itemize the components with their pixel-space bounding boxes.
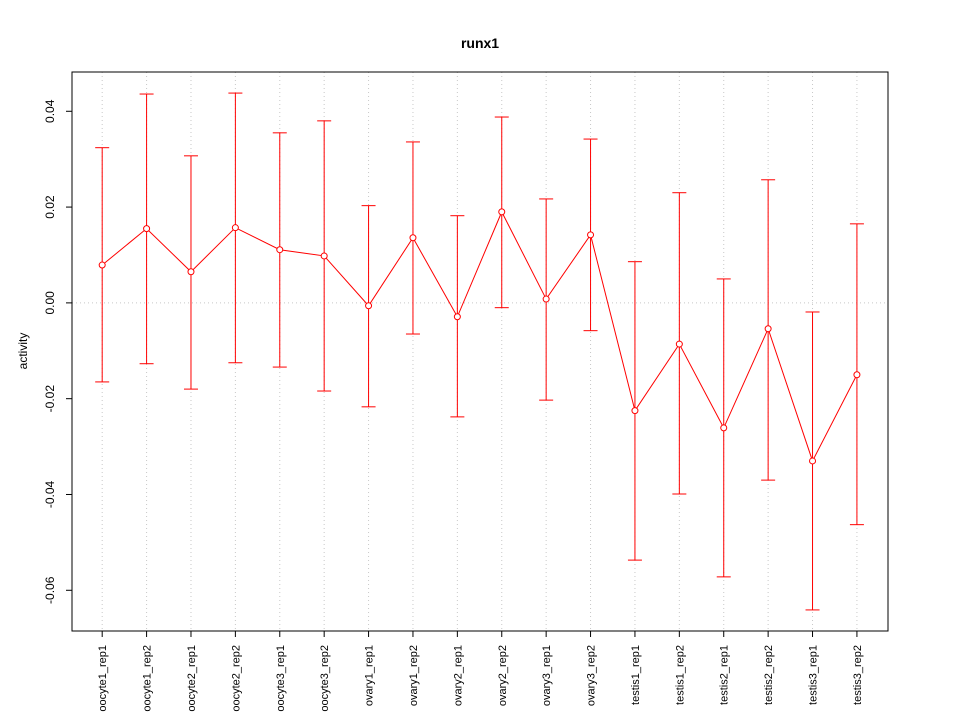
x-tick-label: ovary2_rep1 [452, 645, 464, 706]
x-tick-label: ovary3_rep2 [586, 645, 598, 706]
x-tick-label: oocyte2_rep1 [186, 645, 198, 712]
marks [95, 92, 864, 611]
y-tick-label: 0.04 [43, 99, 57, 123]
data-point [276, 246, 284, 254]
data-point [187, 268, 195, 276]
data-point [231, 224, 239, 232]
x-tick-label: testis3_rep1 [808, 645, 820, 705]
data-point [365, 302, 373, 310]
axes: oocyte1_rep1 oocyte1_rep2 oocyte2_rep1 oocy… [43, 99, 864, 711]
x-tick-label: testis2_rep1 [719, 645, 731, 705]
y-tick-label: 0.02 [43, 195, 57, 219]
y-tick-label: -0.02 [43, 385, 57, 413]
data-point [409, 234, 417, 242]
x-tick-label: oocyte3_rep2 [319, 645, 331, 712]
x-tick-label: ovary2_rep2 [497, 645, 509, 706]
data-point [631, 407, 639, 415]
data-point [320, 252, 328, 260]
y-tick-label: 0.00 [43, 291, 57, 315]
data-point [587, 231, 595, 239]
grid [72, 72, 888, 631]
x-tick-label: ovary3_rep1 [541, 645, 553, 706]
y-axis-label: activity [16, 333, 30, 370]
y-tick-label: -0.06 [43, 576, 57, 604]
x-tick-label: ovary1_rep2 [408, 645, 420, 706]
data-point [542, 295, 550, 303]
data-point [764, 325, 772, 333]
data-point [675, 340, 683, 348]
data-point [809, 457, 817, 465]
data-point [453, 313, 461, 321]
x-tick-label: oocyte2_rep2 [230, 645, 242, 712]
x-tick-label: testis2_rep2 [763, 645, 775, 705]
x-tick-label: testis3_rep2 [852, 645, 864, 705]
x-tick-label: testis1_rep1 [630, 645, 642, 705]
x-tick-label: oocyte1_rep1 [97, 645, 109, 712]
x-tick-label: oocyte1_rep2 [142, 645, 154, 712]
data-point [853, 371, 861, 379]
x-tick-label: testis1_rep2 [674, 645, 686, 705]
plot-box [71, 71, 889, 632]
data-point [720, 424, 728, 432]
chart-title: runx1 [461, 35, 499, 51]
x-tick-label: oocyte3_rep1 [275, 645, 287, 712]
x-tick-label: ovary1_rep1 [364, 645, 376, 706]
data-point [98, 261, 106, 269]
y-tick-label: -0.04 [43, 480, 57, 508]
data-point [498, 208, 506, 216]
data-point [143, 225, 151, 233]
series-line [101, 210, 858, 463]
